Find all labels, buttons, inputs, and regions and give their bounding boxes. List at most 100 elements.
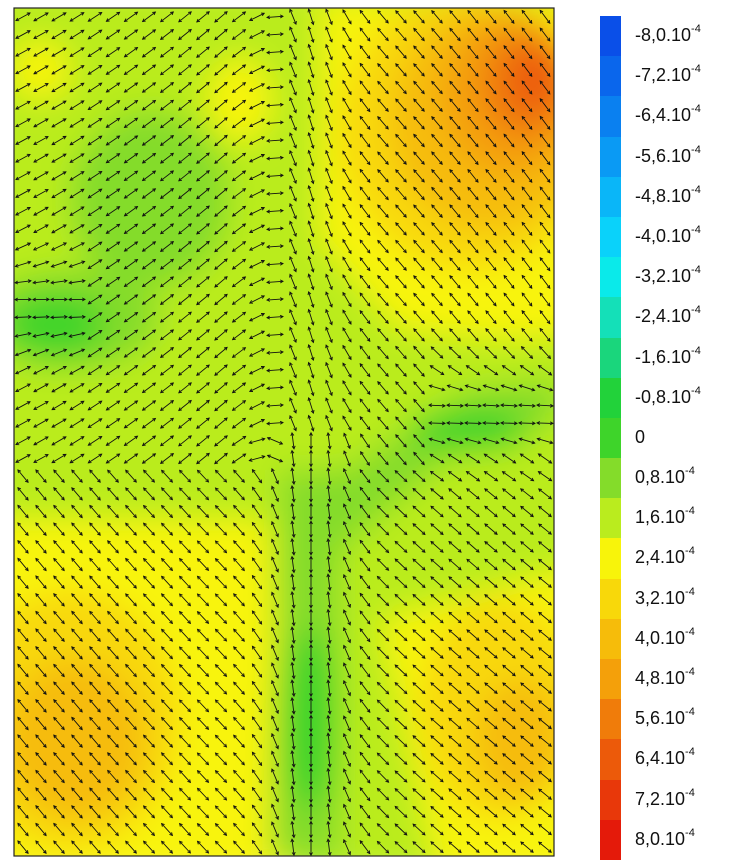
vector-arrow: [447, 405, 463, 406]
colorbar-swatch: [600, 217, 621, 257]
colorbar-swatch: [600, 820, 621, 860]
vector-arrow: [501, 423, 517, 424]
colorbar-swatch: [600, 780, 621, 820]
colorbar-swatch: [600, 338, 621, 378]
colorbar-label-mantissa: -4,8.10: [635, 186, 691, 206]
colorbar-label-exponent: -4: [691, 63, 701, 75]
colorbar-label-mantissa: 1,6.10: [635, 507, 685, 527]
colorbar-label-exponent: -4: [685, 626, 695, 638]
colorbar-row: 4,0.10-4: [600, 619, 730, 659]
vector-arrow: [429, 405, 445, 406]
colorbar-label-mantissa: -4,0.10: [635, 226, 691, 246]
colorbar-label-exponent: -4: [685, 545, 695, 557]
colorbar-row: -4,0.10-4: [600, 217, 730, 257]
colorbar-label-exponent: -4: [691, 103, 701, 115]
colorbar-swatch: [600, 418, 621, 458]
colorbar-label: 6,4.10-4: [635, 748, 695, 769]
vector-arrow: [465, 423, 481, 424]
colorbar-label-mantissa: -1,6.10: [635, 347, 691, 367]
vector-arrow: [537, 423, 553, 424]
colorbar-legend: -8,0.10-4-7,2.10-4-6,4.10-4-5,6.10-4-4,8…: [600, 16, 730, 860]
colorbar-label: -1,6.10-4: [635, 347, 701, 368]
colorbar-label: 3,2.10-4: [635, 588, 695, 609]
colorbar-label-mantissa: -3,2.10: [635, 266, 691, 286]
colorbar-row: 8,0.10-4: [600, 820, 730, 860]
colorbar-label-mantissa: 3,2.10: [635, 588, 685, 608]
colorbar-label: 5,6.10-4: [635, 708, 695, 729]
colorbar-row: 7,2.10-4: [600, 780, 730, 820]
colorbar-label: 0: [635, 427, 645, 448]
vector-arrow: [429, 423, 445, 424]
colorbar-row: -2,4.10-4: [600, 297, 730, 337]
colorbar-row: -0,8.10-4: [600, 378, 730, 418]
colorbar-swatch: [600, 16, 621, 56]
colorbar-label-exponent: -4: [691, 224, 701, 236]
colorbar-label-exponent: -4: [685, 746, 695, 758]
colorbar-label: -2,4.10-4: [635, 306, 701, 327]
colorbar-row: -7,2.10-4: [600, 56, 730, 96]
colorbar-swatch: [600, 137, 621, 177]
colorbar-label: 8,0.10-4: [635, 829, 695, 850]
colorbar-label-exponent: -4: [691, 23, 701, 35]
colorbar-swatch: [600, 378, 621, 418]
colorbar-label-exponent: -4: [685, 787, 695, 799]
colorbar-label-exponent: -4: [685, 505, 695, 517]
colorbar-swatch: [600, 498, 621, 538]
colorbar-label: 4,0.10-4: [635, 628, 695, 649]
colorbar-row: -4,8.10-4: [600, 177, 730, 217]
colorbar-label-exponent: -4: [685, 465, 695, 477]
colorbar-swatch: [600, 257, 621, 297]
colorbar-swatch: [600, 96, 621, 136]
vector-arrow: [447, 423, 463, 424]
vector-arrow: [483, 423, 499, 424]
colorbar-swatch: [600, 297, 621, 337]
colorbar-label: 2,4.10-4: [635, 547, 695, 568]
colorbar-label: 4,8.10-4: [635, 668, 695, 689]
colorbar-label: -8,0.10-4: [635, 25, 701, 46]
colorbar-label-mantissa: 0,8.10: [635, 467, 685, 487]
colorbar-label: 0,8.10-4: [635, 467, 695, 488]
colorbar-row: 3,2.10-4: [600, 579, 730, 619]
colorbar-row: 0: [600, 418, 730, 458]
colorbar-swatch: [600, 177, 621, 217]
colorbar-label-mantissa: 4,0.10: [635, 628, 685, 648]
colorbar-swatch: [600, 699, 621, 739]
colorbar-swatch: [600, 659, 621, 699]
colorbar-swatch: [600, 538, 621, 578]
colorbar-label-exponent: -4: [691, 264, 701, 276]
colorbar-row: -3,2.10-4: [600, 257, 730, 297]
colorbar-label: 1,6.10-4: [635, 507, 695, 528]
colorbar-label-exponent: -4: [685, 827, 695, 839]
colorbar-swatch: [600, 739, 621, 779]
colorbar-row: -6,4.10-4: [600, 96, 730, 136]
colorbar-label-mantissa: -5,6.10: [635, 146, 691, 166]
plot-svg: [0, 0, 590, 861]
colorbar-label-mantissa: 5,6.10: [635, 708, 685, 728]
colorbar-row: 0,8.10-4: [600, 458, 730, 498]
colorbar-row: 4,8.10-4: [600, 659, 730, 699]
colorbar-label-mantissa: 0: [635, 427, 645, 447]
colorbar-label: -7,2.10-4: [635, 65, 701, 86]
colorbar-label-mantissa: 7,2.10: [635, 789, 685, 809]
colorbar-label-mantissa: 2,4.10: [635, 547, 685, 567]
colorbar-label-exponent: -4: [685, 706, 695, 718]
colorbar-label-exponent: -4: [691, 304, 701, 316]
colorbar-row: 5,6.10-4: [600, 699, 730, 739]
colorbar-label-mantissa: -8,0.10: [635, 25, 691, 45]
colorbar-label-mantissa: -6,4.10: [635, 105, 691, 125]
vector-arrow: [519, 423, 535, 424]
colorbar-label-exponent: -4: [685, 666, 695, 678]
colorbar-swatch: [600, 458, 621, 498]
colorbar-label-exponent: -4: [691, 345, 701, 357]
colorbar-swatch: [600, 56, 621, 96]
colorbar-label: 7,2.10-4: [635, 789, 695, 810]
colorbar-label-exponent: -4: [691, 385, 701, 397]
colorbar-label-mantissa: -0,8.10: [635, 387, 691, 407]
colorbar-label: -5,6.10-4: [635, 146, 701, 167]
colorbar-row: -8,0.10-4: [600, 16, 730, 56]
colorbar-label-mantissa: 6,4.10: [635, 748, 685, 768]
colorbar-label: -0,8.10-4: [635, 387, 701, 408]
colorbar-label-exponent: -4: [685, 586, 695, 598]
colorbar-label-exponent: -4: [691, 184, 701, 196]
colorbar-label: -4,8.10-4: [635, 186, 701, 207]
